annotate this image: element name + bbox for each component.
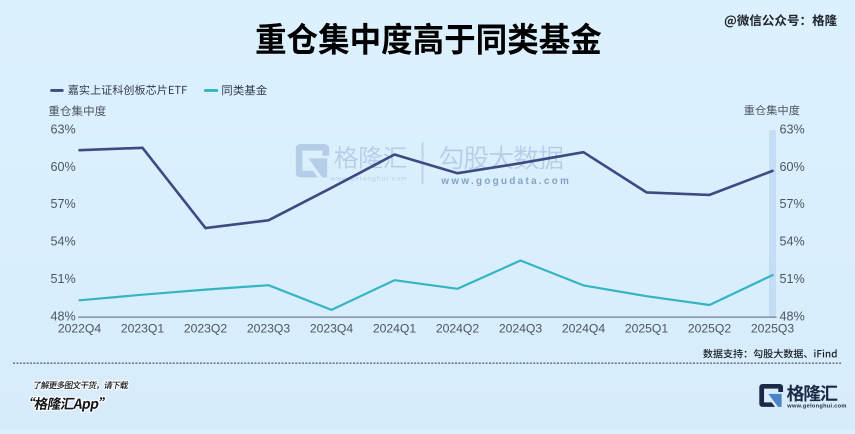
svg-text:2023Q3: 2023Q3 (247, 322, 291, 336)
svg-text:63%: 63% (780, 122, 805, 136)
svg-text:57%: 57% (50, 197, 75, 211)
svg-text:www.gelonghui.com: www.gelonghui.com (786, 404, 846, 410)
svg-text:www.gogudata.com: www.gogudata.com (440, 176, 571, 187)
svg-text:2025Q3: 2025Q3 (751, 322, 795, 336)
svg-text:54%: 54% (780, 235, 805, 249)
svg-text:54%: 54% (50, 235, 75, 249)
svg-text:51%: 51% (50, 272, 75, 286)
svg-text:2025Q1: 2025Q1 (625, 322, 669, 336)
svg-text:2023Q1: 2023Q1 (121, 322, 165, 336)
svg-text:2023Q4: 2023Q4 (310, 322, 354, 336)
svg-text:2025Q2: 2025Q2 (688, 322, 732, 336)
svg-text:48%: 48% (780, 309, 805, 323)
svg-text:57%: 57% (780, 197, 805, 211)
svg-text:2024Q1: 2024Q1 (373, 322, 417, 336)
svg-text:63%: 63% (50, 122, 75, 136)
svg-text:48%: 48% (50, 309, 75, 323)
svg-text:2024Q2: 2024Q2 (436, 322, 480, 336)
svg-text:2022Q4: 2022Q4 (58, 322, 102, 336)
svg-text:2024Q3: 2024Q3 (499, 322, 543, 336)
svg-text:60%: 60% (780, 160, 805, 174)
svg-text:2024Q4: 2024Q4 (562, 322, 606, 336)
svg-text:2023Q2: 2023Q2 (184, 322, 228, 336)
svg-text:www.gelonghui.com: www.gelonghui.com (329, 176, 407, 183)
svg-text:51%: 51% (780, 272, 805, 286)
svg-text:60%: 60% (50, 160, 75, 174)
